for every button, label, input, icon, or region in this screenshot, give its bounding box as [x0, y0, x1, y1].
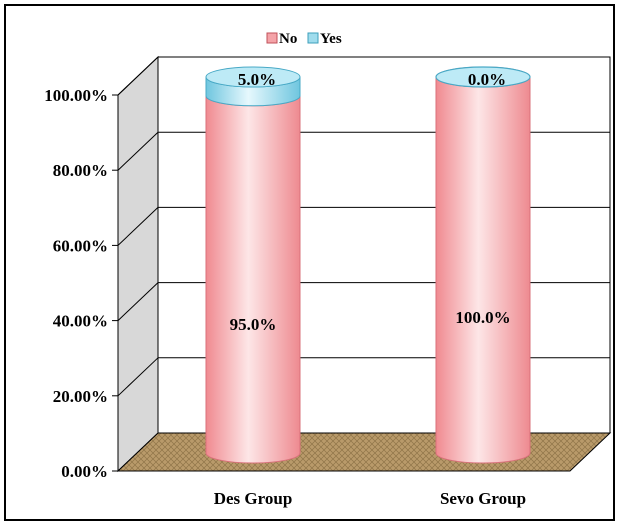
legend-label-yes: Yes: [320, 31, 342, 47]
bars: 95.0% 5.0% 100.0% 0.0%: [205, 66, 531, 464]
x-tick-label: Des Group: [214, 489, 293, 508]
data-label-yes: 0.0%: [468, 70, 506, 89]
bar-no: [435, 76, 531, 464]
y-tick-label: 40.00%: [53, 312, 108, 331]
gridline-side: [117, 56, 159, 96]
bar-top-yes: [205, 66, 301, 88]
gridline-side: [117, 357, 159, 397]
y-tick-label: 20.00%: [53, 387, 108, 406]
bar-top-yes: [435, 66, 531, 88]
y-tick-label: 80.00%: [53, 161, 108, 180]
x-tick-label: Sevo Group: [440, 489, 526, 508]
y-axis: 0.00% 20.00% 40.00% 60.00% 80.00% 100.00%: [44, 86, 570, 481]
data-label-yes: 5.0%: [238, 70, 276, 89]
legend-label-no: No: [279, 31, 297, 47]
legend-swatch-no: [266, 32, 278, 44]
legend: No Yes: [266, 31, 342, 47]
data-label-no: 100.0%: [455, 308, 510, 327]
data-label-no: 95.0%: [230, 315, 277, 334]
x-axis: Des Group Sevo Group: [214, 489, 526, 508]
y-tick-label: 0.00%: [61, 462, 108, 481]
gridline-side: [117, 282, 159, 321]
gridline-side: [117, 131, 159, 171]
side-wall: [117, 55, 159, 473]
legend-swatch-yes: [307, 32, 319, 44]
y-tick-label: 100.00%: [44, 86, 108, 105]
bar-no: [205, 95, 301, 464]
y-tick-label: 60.00%: [53, 236, 108, 255]
floor: [116, 432, 612, 472]
gridline-side: [117, 207, 159, 246]
